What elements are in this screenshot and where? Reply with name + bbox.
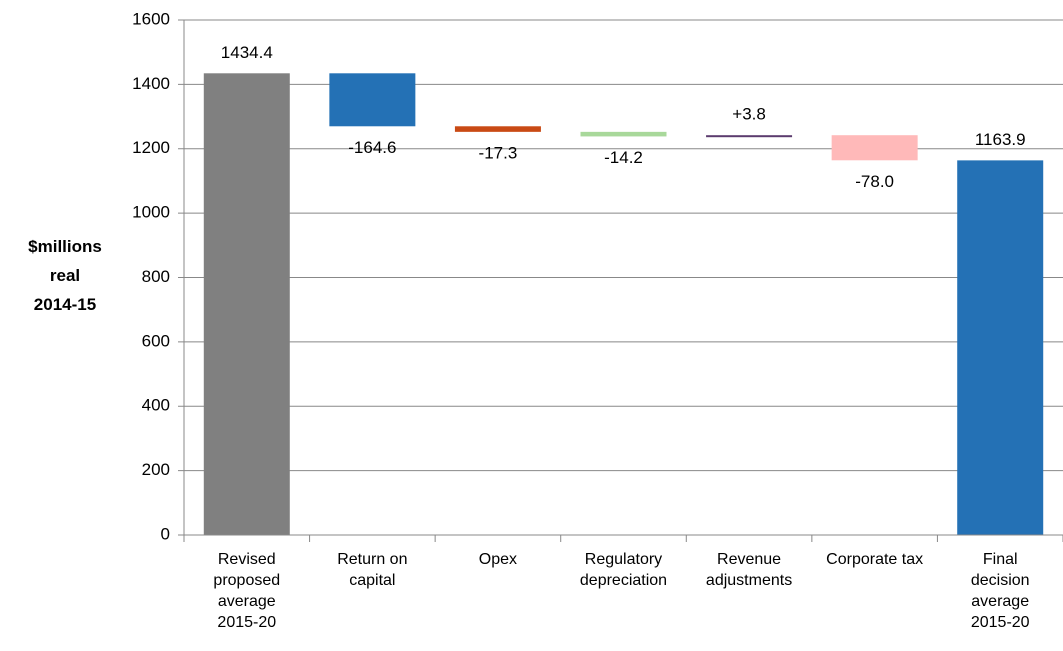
- x-tick-label: Revised proposed average 2015-20: [213, 551, 281, 631]
- value-label: -17.3: [479, 143, 518, 162]
- y-tick-label: 1000: [132, 203, 170, 222]
- y-tick-label: 800: [142, 267, 170, 286]
- y-tick-label: 200: [142, 460, 170, 479]
- bar: [831, 135, 918, 161]
- y-tick-label: 1400: [132, 74, 170, 93]
- value-label: -164.6: [348, 138, 396, 157]
- bar: [203, 73, 290, 536]
- y-axis-label: $millions real 2014-15: [28, 237, 102, 314]
- x-tick-label: Return on capital: [337, 551, 408, 589]
- bar: [329, 73, 416, 127]
- value-label: 1434.4: [221, 43, 273, 62]
- bar: [454, 126, 541, 132]
- x-tick-label: Final decision average 2015-20: [970, 551, 1030, 631]
- y-tick-label: 1200: [132, 138, 170, 157]
- x-tick-label: Revenue adjustments: [705, 551, 793, 589]
- value-label: -78.0: [855, 172, 894, 191]
- x-tick-label: Regulatory depreciation: [579, 551, 668, 589]
- x-tick-label: Opex: [478, 551, 518, 568]
- y-tick-label: 400: [142, 396, 170, 415]
- y-tick-label: 600: [142, 331, 170, 350]
- x-tick-label: Corporate tax: [826, 551, 924, 568]
- bar: [580, 131, 667, 137]
- value-label: 1163.9: [975, 130, 1026, 149]
- bar: [957, 160, 1044, 535]
- value-label: -14.2: [604, 148, 643, 167]
- y-tick-label: 0: [161, 524, 170, 543]
- bar: [706, 135, 793, 138]
- value-label: +3.8: [732, 105, 766, 124]
- y-tick-label: 1600: [132, 9, 170, 28]
